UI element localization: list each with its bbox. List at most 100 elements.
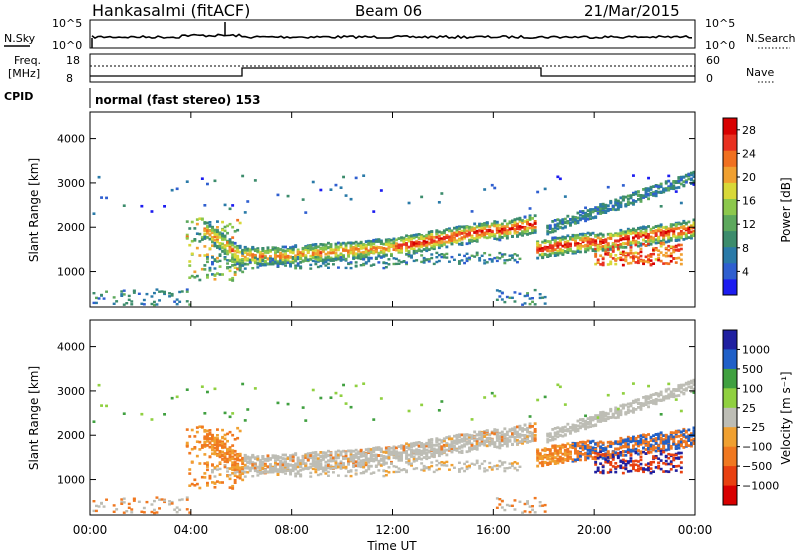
power-cell bbox=[599, 247, 603, 251]
power-cell bbox=[669, 229, 673, 233]
power-cell bbox=[561, 244, 565, 248]
power-cell bbox=[581, 215, 585, 218]
power-cell bbox=[314, 252, 318, 255]
power-cell bbox=[584, 237, 587, 240]
power-cell bbox=[397, 259, 401, 262]
power-cell bbox=[170, 294, 174, 297]
power-cell bbox=[337, 266, 340, 269]
power-cell bbox=[500, 298, 504, 301]
velocity-cell bbox=[327, 464, 330, 467]
power-cell bbox=[236, 256, 240, 259]
velocity-cell bbox=[558, 429, 562, 433]
power-cell bbox=[97, 175, 101, 179]
velocity-cell bbox=[170, 502, 174, 505]
power-cell bbox=[584, 211, 587, 215]
velocity-cell bbox=[508, 439, 512, 442]
velocity-cell bbox=[362, 461, 366, 465]
velocity-cell bbox=[127, 506, 131, 509]
velocity-cell bbox=[221, 481, 224, 484]
power-cell bbox=[513, 224, 517, 227]
velocity-cell bbox=[533, 439, 537, 442]
velocity-cell bbox=[420, 403, 424, 407]
velocity-cell bbox=[175, 511, 179, 514]
velocity-cell bbox=[195, 482, 199, 486]
power-cell bbox=[601, 248, 605, 252]
power-cell bbox=[231, 236, 235, 239]
velocity-cell bbox=[548, 462, 552, 465]
power-cell bbox=[609, 200, 613, 204]
power-cell bbox=[342, 175, 345, 179]
power-cell bbox=[369, 248, 373, 251]
velocity-cell bbox=[448, 468, 451, 471]
velocity-cell bbox=[163, 500, 166, 504]
power-cell bbox=[632, 193, 635, 196]
power-cell bbox=[662, 236, 666, 240]
velocity-cell bbox=[468, 441, 471, 444]
power-cell bbox=[231, 204, 235, 207]
power-cell bbox=[236, 258, 240, 262]
velocity-cell bbox=[367, 459, 371, 463]
velocity-cell bbox=[344, 402, 348, 405]
power-cell bbox=[632, 259, 635, 263]
power-cell bbox=[468, 239, 471, 242]
velocity-cell bbox=[445, 460, 449, 464]
velocity-cell bbox=[206, 437, 209, 440]
power-cell bbox=[629, 201, 633, 205]
power-cell bbox=[493, 237, 497, 240]
power-cell bbox=[513, 253, 517, 256]
power-cell bbox=[246, 200, 250, 203]
power-cell bbox=[626, 243, 630, 246]
velocity-cell bbox=[614, 462, 618, 465]
velocity-cell bbox=[521, 511, 524, 514]
power-cell bbox=[384, 262, 388, 265]
velocity-cell bbox=[241, 478, 245, 482]
power-cell bbox=[442, 237, 446, 241]
power-cell bbox=[634, 251, 638, 255]
power-cell bbox=[271, 262, 275, 266]
power-cell bbox=[248, 250, 252, 254]
power-cell bbox=[664, 228, 668, 231]
velocity-cell bbox=[422, 456, 426, 459]
velocity-cell bbox=[498, 437, 502, 441]
power-cell bbox=[379, 246, 383, 249]
power-cell bbox=[679, 201, 683, 205]
velocity-cell bbox=[531, 437, 534, 440]
velocity-cell bbox=[357, 464, 361, 467]
power-cell bbox=[321, 258, 325, 262]
velocity-cell bbox=[412, 455, 416, 459]
velocity-cell bbox=[478, 467, 482, 470]
velocity-cell bbox=[228, 415, 232, 419]
velocity-cell bbox=[589, 441, 592, 445]
velocity-cell bbox=[584, 445, 587, 448]
velocity-cell bbox=[606, 456, 610, 459]
power-cell bbox=[518, 257, 522, 260]
velocity-cell bbox=[238, 429, 242, 433]
power-cell bbox=[334, 256, 338, 259]
velocity-cell bbox=[241, 456, 245, 460]
velocity-cell bbox=[286, 465, 290, 469]
velocity-cell bbox=[571, 458, 575, 462]
power-cell bbox=[442, 235, 446, 239]
power-cell bbox=[357, 248, 361, 251]
velocity-cell bbox=[465, 450, 469, 454]
power-cell bbox=[571, 238, 575, 241]
power-cell bbox=[478, 234, 482, 238]
power-cell bbox=[490, 183, 494, 187]
velocity-cell bbox=[271, 456, 275, 459]
velocity-cell bbox=[243, 470, 247, 474]
power-cell bbox=[657, 224, 661, 228]
power-cell bbox=[223, 256, 227, 259]
power-cell bbox=[163, 291, 166, 294]
power-cell bbox=[226, 252, 229, 255]
power-colorbar-swatch bbox=[723, 262, 737, 280]
power-cell bbox=[309, 254, 313, 258]
power-cell bbox=[367, 251, 371, 255]
power-cell bbox=[690, 182, 693, 185]
velocity-cell bbox=[465, 467, 469, 471]
power-cell bbox=[500, 231, 504, 234]
power-cell bbox=[586, 241, 590, 244]
power-cell bbox=[281, 249, 285, 252]
power-cell bbox=[168, 292, 171, 295]
power-cell bbox=[203, 268, 207, 271]
power-cell bbox=[642, 262, 645, 266]
